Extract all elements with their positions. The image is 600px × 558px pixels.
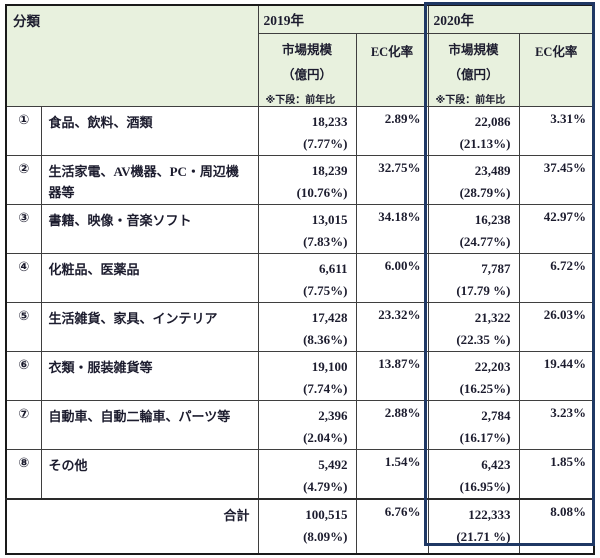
ec-rate-2020-cell: 26.03%: [518, 301, 595, 352]
category-cell: 生活雑貨、家具、インテリア: [40, 301, 259, 352]
market-size-label: 市場規模: [448, 42, 499, 57]
table-row: ⑥ 衣類・服装雑貨等 19,100 (7.74%) 13.87% 22,203 (1…: [5, 350, 595, 401]
total-label-cell: 合計: [5, 497, 259, 554]
ec-rate-2020-cell: 37.45%: [518, 154, 595, 205]
ec-rate-2019-cell: 6.00%: [355, 252, 429, 303]
market-size-2019-cell: 19,100 (7.74%): [257, 350, 357, 401]
market-size-2019-cell: 5,492 (4.79%): [257, 448, 357, 499]
year-2020-header: 2020年: [427, 4, 595, 34]
market-size-2020-cell: 16,238 (24.77%): [427, 203, 520, 254]
table-row: ④ 化粧品、医薬品 6,611 (7.75%) 6.00% 7,787 (17.79…: [5, 252, 595, 303]
ec-rate-header-2019: EC化率: [355, 32, 429, 107]
yoy-note: ※下段：前年比: [435, 94, 506, 106]
market-size-unit: （億円）: [281, 67, 332, 82]
market-size-2020-cell: 23,489 (28.79%): [427, 154, 520, 205]
market-size-header-2020: 市場規模 （億円） ※下段：前年比: [427, 32, 520, 107]
ec-market-table: 分類 2019年 2020年 市場規模 （億円） ※下段：前年比 EC化率 市場…: [5, 4, 595, 555]
category-cell: 食品、飲料、酒類: [40, 105, 259, 156]
ec-rate-2020-cell: 3.31%: [518, 105, 595, 156]
row-number-cell: ①: [5, 105, 42, 156]
table-row: ② 生活家電、AV機器、PC・周辺機器等 18,239 (10.76%) 32.7…: [5, 154, 595, 205]
row-number-cell: ⑥: [5, 350, 42, 401]
market-size-2020-cell: 22,203 (16.25%): [427, 350, 520, 401]
ec-rate-2019-cell: 34.18%: [355, 203, 429, 254]
row-number-cell: ②: [5, 154, 42, 205]
ec-rate-2019-cell: 23.32%: [355, 301, 429, 352]
market-size-2019-cell: 2,396 (2.04%): [257, 399, 357, 450]
market-size-2019-cell: 13,015 (7.83%): [257, 203, 357, 254]
row-number-cell: ⑧: [5, 448, 42, 499]
total-ec-rate-2020-cell: 8.08%: [518, 497, 595, 554]
market-size-2019-cell: 18,239 (10.76%): [257, 154, 357, 205]
ec-rate-2020-cell: 1.85%: [518, 448, 595, 499]
market-size-label: 市場規模: [281, 42, 332, 57]
ec-rate-2020-cell: 19.44%: [518, 350, 595, 401]
ec-rate-2019-cell: 32.75%: [355, 154, 429, 205]
total-market-size-2020-cell: 122,333 (21.71 %): [427, 497, 520, 554]
market-size-2020-cell: 2,784 (16.17%): [427, 399, 520, 450]
year-2019-header: 2019年: [257, 4, 429, 34]
ec-rate-2019-cell: 2.89%: [355, 105, 429, 156]
market-size-header-2019: 市場規模 （億円） ※下段：前年比: [257, 32, 357, 107]
table-row: ③ 書籍、映像・音楽ソフト 13,015 (7.83%) 34.18% 16,23…: [5, 203, 595, 254]
category-cell: 生活家電、AV機器、PC・周辺機器等: [40, 154, 259, 205]
category-cell: 衣類・服装雑貨等: [40, 350, 259, 401]
market-size-2020-cell: 21,322 (22.35 %): [427, 301, 520, 352]
ec-rate-2019-cell: 2.88%: [355, 399, 429, 450]
ec-rate-2019-cell: 1.54%: [355, 448, 429, 499]
yoy-note: ※下段：前年比: [265, 94, 336, 106]
total-row: 合計 100,515 (8.09%) 6.76% 122,333 (21.71 %)…: [5, 497, 595, 554]
table-row: ⑦ 自動車、自動二輪車、パーツ等 2,396 (2.04%) 2.88% 2,78…: [5, 399, 595, 450]
market-size-2020-cell: 7,787 (17.79 %): [427, 252, 520, 303]
category-cell: 書籍、映像・音楽ソフト: [40, 203, 259, 254]
market-size-2019-cell: 17,428 (8.36%): [257, 301, 357, 352]
market-size-2019-cell: 18,233 (7.77%): [257, 105, 357, 156]
category-cell: 自動車、自動二輪車、パーツ等: [40, 399, 259, 450]
market-size-2020-cell: 22,086 (21.13%): [427, 105, 520, 156]
total-ec-rate-2019-cell: 6.76%: [355, 497, 429, 554]
market-size-unit: （億円）: [448, 67, 499, 82]
market-size-2020-cell: 6,423 (16.95%): [427, 448, 520, 499]
category-cell: 化粧品、医薬品: [40, 252, 259, 303]
row-number-cell: ④: [5, 252, 42, 303]
ec-rate-2020-cell: 3.23%: [518, 399, 595, 450]
table-row: ⑧ その他 5,492 (4.79%) 1.54% 6,423 (16.95%) 1…: [5, 448, 595, 499]
ec-rate-header-2020: EC化率: [518, 32, 595, 107]
market-size-2019-cell: 6,611 (7.75%): [257, 252, 357, 303]
ec-rate-2019-cell: 13.87%: [355, 350, 429, 401]
total-market-size-2019-cell: 100,515 (8.09%): [257, 497, 357, 554]
row-number-cell: ③: [5, 203, 42, 254]
row-number-cell: ⑦: [5, 399, 42, 450]
row-number-cell: ⑤: [5, 301, 42, 352]
ec-rate-2020-cell: 42.97%: [518, 203, 595, 254]
table-row: ⑤ 生活雑貨、家具、インテリア 17,428 (8.36%) 23.32% 21,…: [5, 301, 595, 352]
category-column-header: 分類: [5, 4, 259, 107]
category-cell: その他: [40, 448, 259, 499]
ec-rate-2020-cell: 6.72%: [518, 252, 595, 303]
table-row: ① 食品、飲料、酒類 18,233 (7.77%) 2.89% 22,086 (21…: [5, 105, 595, 156]
